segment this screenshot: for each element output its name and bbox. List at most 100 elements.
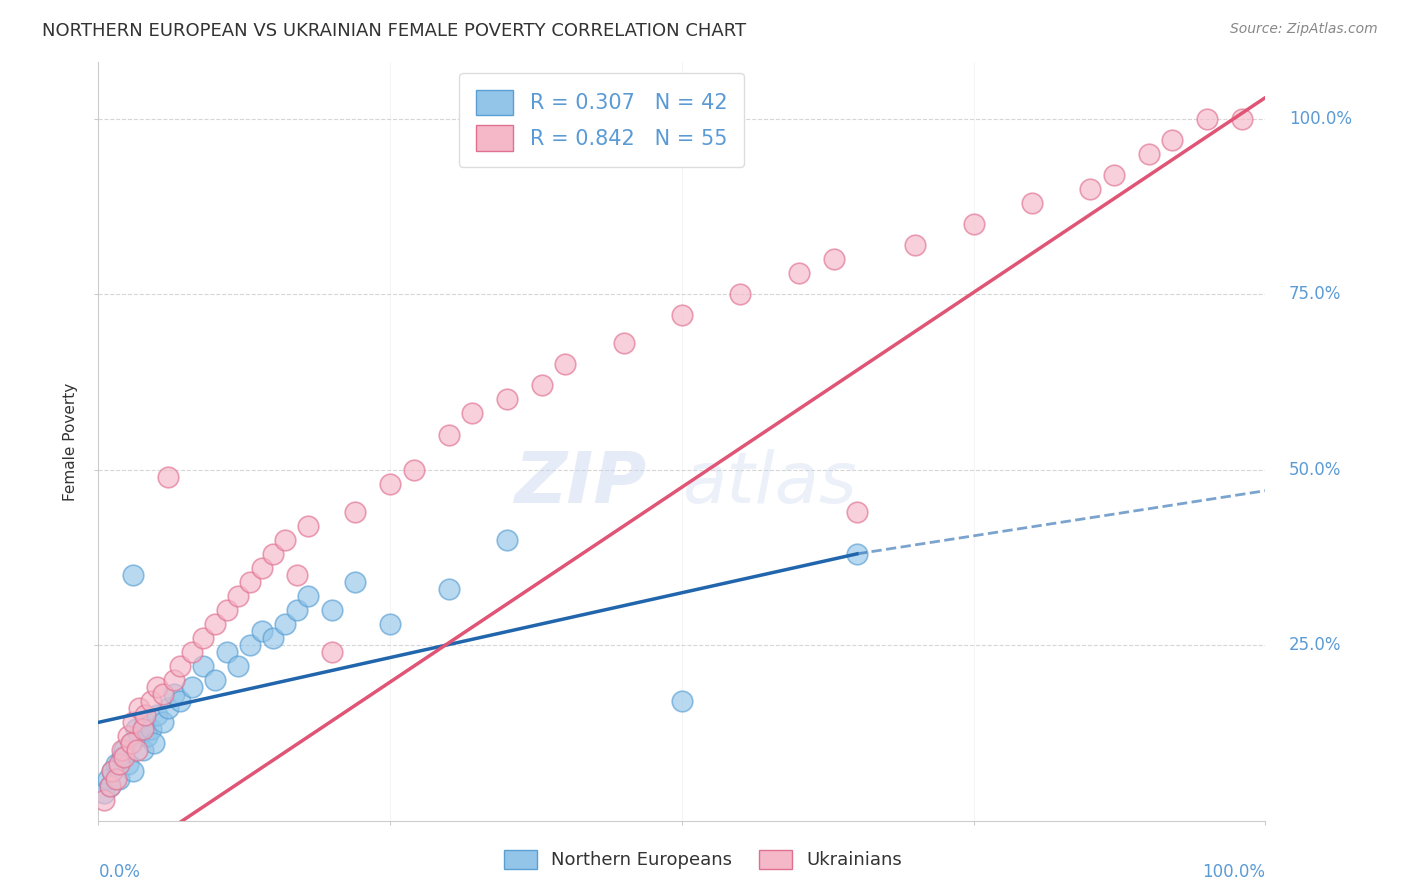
Point <box>152 715 174 730</box>
Text: 100.0%: 100.0% <box>1202 863 1265 880</box>
Point <box>97 772 120 786</box>
Point <box>98 779 121 793</box>
Point <box>139 694 162 708</box>
Point <box>136 730 159 744</box>
Point <box>204 673 226 688</box>
Point <box>98 779 121 793</box>
Point <box>104 772 127 786</box>
Point <box>344 574 367 589</box>
Point <box>671 308 693 322</box>
Point <box>180 645 202 659</box>
Point <box>163 687 186 701</box>
Point <box>132 723 155 737</box>
Point <box>671 694 693 708</box>
Point <box>228 659 250 673</box>
Point <box>962 217 984 231</box>
Point <box>285 568 308 582</box>
Point <box>904 238 927 252</box>
Point <box>285 603 308 617</box>
Text: 100.0%: 100.0% <box>1289 110 1351 128</box>
Point <box>125 723 148 737</box>
Point <box>612 336 634 351</box>
Point <box>146 680 169 694</box>
Point <box>250 561 273 575</box>
Point <box>132 743 155 757</box>
Text: 25.0%: 25.0% <box>1289 636 1341 654</box>
Point <box>93 792 115 806</box>
Point <box>1137 146 1160 161</box>
Point <box>163 673 186 688</box>
Point <box>112 743 135 757</box>
Legend: R = 0.307   N = 42, R = 0.842   N = 55: R = 0.307 N = 42, R = 0.842 N = 55 <box>458 73 744 168</box>
Point <box>380 476 402 491</box>
Point <box>461 407 484 421</box>
Point <box>146 708 169 723</box>
Point <box>125 743 148 757</box>
Point <box>143 736 166 750</box>
Point <box>112 750 135 764</box>
Point <box>204 617 226 632</box>
Point <box>117 730 139 744</box>
Point <box>120 736 142 750</box>
Point <box>846 505 869 519</box>
Point <box>1197 112 1219 126</box>
Point <box>239 638 262 652</box>
Point <box>122 764 145 779</box>
Point <box>134 708 156 723</box>
Point <box>228 589 250 603</box>
Point <box>1021 195 1043 210</box>
Point <box>1161 133 1184 147</box>
Point <box>823 252 845 266</box>
Point <box>274 533 297 547</box>
Point <box>1230 112 1253 126</box>
Point <box>730 287 752 301</box>
Point <box>262 547 284 561</box>
Text: NORTHERN EUROPEAN VS UKRAINIAN FEMALE POVERTY CORRELATION CHART: NORTHERN EUROPEAN VS UKRAINIAN FEMALE PO… <box>42 22 747 40</box>
Point <box>134 715 156 730</box>
Point <box>321 645 343 659</box>
Point <box>239 574 262 589</box>
Point <box>437 427 460 442</box>
Point <box>120 736 142 750</box>
Point <box>215 603 238 617</box>
Point <box>122 568 145 582</box>
Point <box>437 582 460 596</box>
Text: ZIP: ZIP <box>515 450 647 518</box>
Point <box>297 518 319 533</box>
Text: 0.0%: 0.0% <box>98 863 141 880</box>
Point <box>846 547 869 561</box>
Text: Source: ZipAtlas.com: Source: ZipAtlas.com <box>1230 22 1378 37</box>
Point <box>344 505 367 519</box>
Point <box>496 392 519 407</box>
Point <box>193 631 215 645</box>
Text: 75.0%: 75.0% <box>1289 285 1341 303</box>
Text: 50.0%: 50.0% <box>1289 460 1341 479</box>
Point <box>108 757 131 772</box>
Point <box>530 378 553 392</box>
Point <box>215 645 238 659</box>
Point <box>93 786 115 800</box>
Point <box>111 750 134 764</box>
Point <box>128 730 150 744</box>
Point <box>169 659 191 673</box>
Point <box>787 266 810 280</box>
Point <box>101 764 124 779</box>
Point <box>1102 168 1125 182</box>
Point <box>169 694 191 708</box>
Point <box>274 617 297 632</box>
Point <box>117 757 139 772</box>
Point <box>180 680 202 694</box>
Point <box>554 357 576 371</box>
Point <box>496 533 519 547</box>
Point <box>1080 182 1102 196</box>
Point <box>122 715 145 730</box>
Text: atlas: atlas <box>682 450 856 518</box>
Point <box>128 701 150 715</box>
Point <box>402 462 425 476</box>
Point <box>101 764 124 779</box>
Point <box>380 617 402 632</box>
Y-axis label: Female Poverty: Female Poverty <box>63 383 79 500</box>
Point <box>152 687 174 701</box>
Point <box>104 757 127 772</box>
Point <box>139 723 162 737</box>
